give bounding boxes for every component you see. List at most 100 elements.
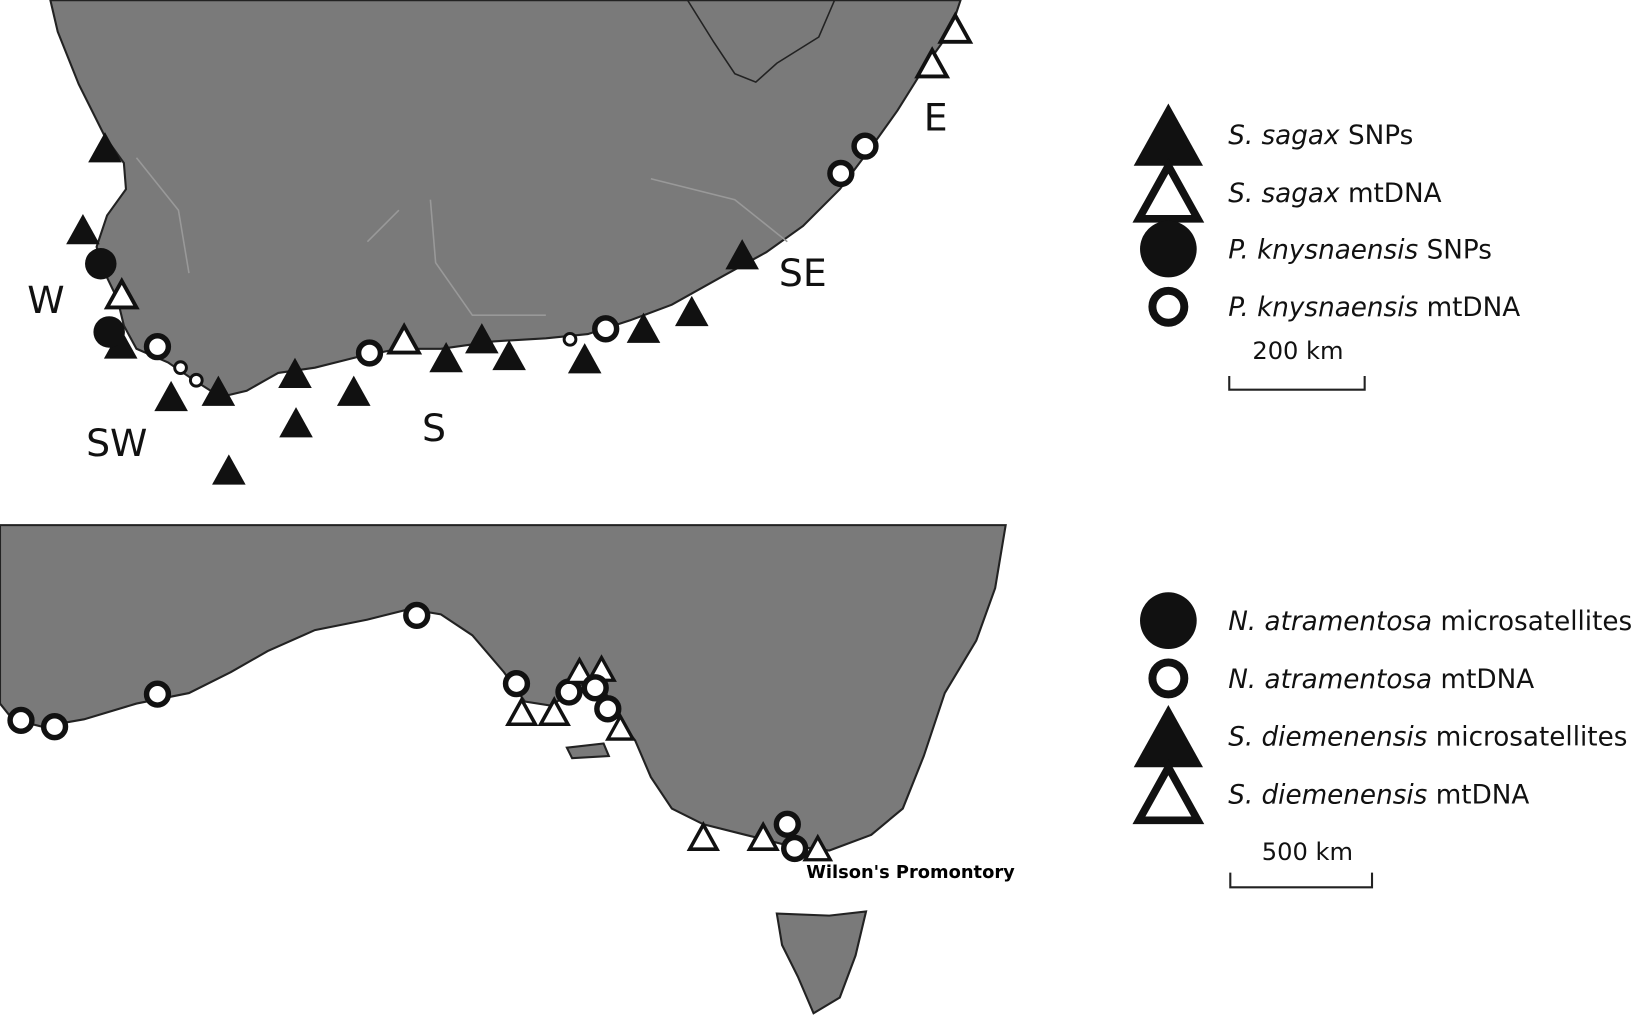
legend-species: S. sagax: [1228, 121, 1340, 151]
open-circle: [562, 331, 578, 347]
place-label: Wilson's Promontory: [806, 862, 1015, 883]
legend-data: microsatellites: [1441, 607, 1633, 637]
top-map: [49, 0, 962, 399]
labels: W SW S SE E Wilson's Promontory: [27, 95, 1015, 882]
filled-triangle: [674, 295, 709, 327]
open-circle: [592, 315, 620, 343]
filled-triangle: [201, 375, 236, 406]
legend-species: S. diemenensis: [1228, 780, 1427, 810]
legend-species: P. knysnaensis: [1228, 235, 1418, 265]
filled-circle: [1140, 220, 1197, 278]
filled-circle: [93, 316, 125, 348]
legend-entry: S. sagax mtDNA: [1228, 179, 1441, 209]
bottom-map: [0, 524, 1007, 1015]
legend-entry: N. atramentosa mtDNA: [1228, 665, 1534, 695]
open-circle: [173, 360, 188, 376]
open-circle: [851, 132, 879, 160]
open-circle: [773, 810, 801, 838]
open-triangle: [537, 696, 571, 727]
open-triangle: [386, 322, 423, 355]
open-triangle: [746, 820, 780, 851]
filled-triangle: [336, 375, 371, 406]
filled-triangle: [103, 328, 138, 359]
legend-species: P. knysnaensis: [1228, 293, 1418, 323]
river: [135, 157, 788, 316]
open-circle: [555, 678, 583, 706]
filled-triangle: [725, 239, 759, 270]
open-circle: [781, 834, 809, 863]
region-label: SW: [86, 421, 147, 465]
open-circle: [7, 706, 35, 735]
scale-bars: 200 km 500 km: [1228, 337, 1374, 889]
legend-data: SNPs: [1427, 235, 1492, 265]
open-triangle: [1132, 158, 1205, 223]
filled-triangle: [626, 312, 661, 343]
open-circle: [827, 159, 855, 188]
region-label: S: [422, 406, 446, 450]
filled-triangle: [88, 132, 122, 163]
open-triangle: [937, 11, 974, 44]
open-circle: [143, 680, 172, 708]
open-triangle: [564, 656, 595, 685]
region-label: W: [27, 278, 64, 322]
filled-triangle: [1133, 103, 1204, 166]
legend-data: mtDNA: [1436, 780, 1530, 810]
filled-triangle: [279, 407, 313, 438]
markers: [7, 11, 974, 863]
open-circle: [581, 674, 609, 702]
scale-bar: [1228, 376, 1366, 391]
open-triangle: [914, 46, 951, 79]
filled-triangle: [465, 323, 499, 354]
filled-triangle: [154, 380, 188, 412]
legend-data: mtDNA: [1427, 293, 1521, 323]
legend-species: S. diemenensis: [1228, 723, 1427, 753]
legend-species: N. atramentosa: [1228, 607, 1432, 637]
border: [686, 0, 836, 84]
scale-label: 500 km: [1262, 838, 1353, 866]
region-label: E: [924, 95, 948, 139]
open-circle: [403, 601, 431, 630]
filled-triangle: [212, 454, 246, 485]
legend-entry: P. knysnaensis mtDNA: [1228, 293, 1520, 323]
legend-species: S. sagax: [1228, 179, 1340, 209]
land-kangaroo-island: [565, 742, 611, 760]
land-tasmania: [775, 910, 868, 1015]
legend-data: SNPs: [1348, 121, 1413, 151]
legend: S. sagax SNPs S. sagax mtDNA P. knysnaensis S…: [1132, 103, 1632, 825]
open-circle: [502, 669, 531, 698]
open-circle: [1148, 286, 1189, 327]
open-triangle: [505, 696, 539, 727]
legend-entry: N. atramentosa microsatellites: [1228, 607, 1632, 637]
filled-triangle: [567, 343, 602, 374]
open-circle: [594, 695, 622, 723]
open-triangle: [802, 833, 834, 862]
land-africa: [49, 0, 962, 399]
filled-triangle: [492, 339, 526, 371]
open-triangle: [103, 277, 140, 310]
open-circle: [188, 372, 204, 388]
legend-entry: S. diemenensis mtDNA: [1228, 780, 1529, 810]
legend-data: mtDNA: [1441, 665, 1535, 695]
filled-triangle: [278, 357, 312, 389]
scale-bar: [1229, 872, 1374, 889]
filled-triangle: [1133, 704, 1204, 768]
open-circle: [1148, 658, 1189, 699]
legend-data: microsatellites: [1436, 723, 1628, 753]
legend-entry: S. diemenensis microsatellites: [1228, 723, 1627, 753]
legend-entry: S. sagax SNPs: [1228, 121, 1413, 151]
scale-label: 200 km: [1252, 337, 1343, 365]
open-triangle: [1132, 759, 1205, 825]
open-triangle: [686, 820, 720, 851]
filled-circle: [85, 247, 117, 280]
legend-species: N. atramentosa: [1228, 665, 1432, 695]
open-triangle: [605, 713, 636, 741]
open-circle: [143, 333, 172, 361]
filled-triangle: [429, 342, 463, 373]
legend-entry: P. knysnaensis SNPs: [1228, 235, 1492, 265]
open-circle: [355, 339, 384, 367]
filled-triangle: [66, 213, 100, 245]
region-label: SE: [779, 251, 827, 295]
legend-data: mtDNA: [1348, 179, 1442, 209]
filled-circle: [1140, 592, 1197, 649]
